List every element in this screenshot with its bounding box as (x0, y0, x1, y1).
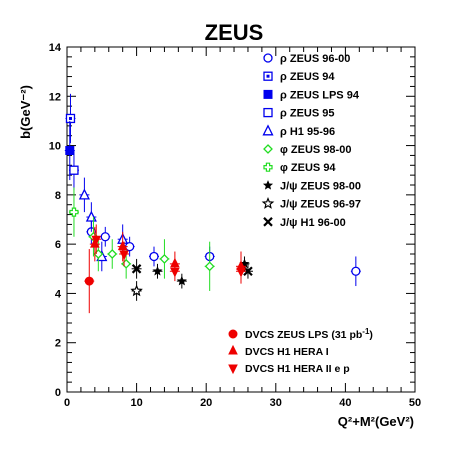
data-point (100, 232, 110, 242)
data-point (152, 266, 163, 276)
legend-label: DVCS ZEUS LPS (31 pb-1) (245, 327, 373, 341)
legend-label: ρ ZEUS 96-00 (280, 53, 350, 65)
y-tick-label: 10 (49, 141, 61, 153)
legend-marker (263, 144, 273, 154)
series-7 (152, 256, 250, 289)
legend-marker (263, 107, 273, 118)
data-point (65, 146, 75, 155)
legend-label: ρ H1 95-96 (280, 126, 335, 138)
y-tick-label: 2 (55, 338, 61, 350)
y-tick-label: 6 (55, 239, 61, 251)
legend-marker (263, 89, 273, 99)
data-point (65, 113, 76, 124)
legend-label: φ ZEUS 94 (280, 162, 336, 174)
legend-label: ρ ZEUS 95 (280, 108, 335, 120)
x-tick-label: 0 (64, 397, 70, 409)
data-point (117, 240, 128, 251)
data-point (170, 267, 180, 278)
y-tick-label: 12 (49, 91, 61, 103)
data-point (119, 250, 129, 261)
legend-label: J/ψ H1 96-00 (280, 217, 346, 229)
y-tick-label: 4 (55, 288, 62, 300)
series-8 (130, 281, 143, 301)
legend-marker (262, 180, 274, 190)
x-tick-label: 40 (339, 397, 351, 409)
y-tick-label: 0 (55, 387, 61, 399)
data-point (131, 264, 142, 274)
legend-marker (262, 124, 274, 136)
data-point (78, 188, 90, 200)
x-axis-label: Q²+M²(GeV²) (338, 414, 414, 429)
series-12 (91, 224, 246, 284)
legend-marker (263, 53, 273, 63)
data-point (69, 207, 79, 217)
legend-marker (263, 217, 273, 227)
data-point (121, 258, 132, 269)
legend-label: ρ ZEUS 94 (280, 71, 335, 83)
data-points (64, 93, 361, 314)
legend-label: ρ ZEUS LPS 94 (280, 89, 360, 101)
legend-marker (228, 329, 238, 339)
y-axis-label: b(GeV⁻²) (18, 85, 33, 139)
series-10 (84, 249, 95, 314)
data-point (130, 284, 143, 297)
legend-label: DVCS H1 HERA II e p (245, 363, 350, 375)
series-4 (78, 177, 129, 272)
y-tick-label: 14 (49, 42, 62, 54)
legend-bottom: DVCS ZEUS LPS (31 pb-1) DVCS H1 HERA I DVC… (228, 327, 373, 375)
data-point (107, 249, 118, 259)
data-point (84, 276, 94, 286)
legend-label: J/ψ ZEUS 96-97 (280, 199, 361, 211)
legend-marker (261, 197, 275, 209)
legend-label: J/ψ ZEUS 98-00 (280, 180, 361, 192)
data-point (91, 235, 102, 246)
data-point (176, 275, 187, 286)
y-tick-label: 8 (55, 190, 61, 202)
x-tick-label: 20 (200, 397, 212, 409)
legend-marker (228, 344, 238, 355)
data-point (159, 254, 170, 264)
legend-label: φ ZEUS 98-00 (280, 144, 351, 156)
legend-label: DVCS H1 HERA I (245, 346, 329, 358)
legend-marker (263, 162, 273, 172)
chart-title: ZEUS (205, 20, 264, 45)
data-point (69, 165, 79, 175)
series-9 (131, 258, 253, 279)
series-6 (68, 187, 79, 237)
x-tick-label: 50 (409, 397, 421, 409)
legend-top: ρ ZEUS 96-00 ρ ZEUS 94 ρ ZEUS LPS 94 ρ ZEUS… (261, 53, 361, 229)
x-tick-label: 30 (270, 397, 282, 409)
data-point (236, 267, 246, 278)
legend-marker (228, 364, 238, 375)
series-1 (65, 93, 76, 144)
legend-marker (263, 71, 273, 81)
data-point (204, 261, 215, 272)
data-point (351, 266, 361, 276)
plot-frame (66, 46, 416, 393)
data-point (149, 251, 159, 262)
series-3 (68, 150, 79, 190)
x-tick-label: 10 (130, 397, 142, 409)
